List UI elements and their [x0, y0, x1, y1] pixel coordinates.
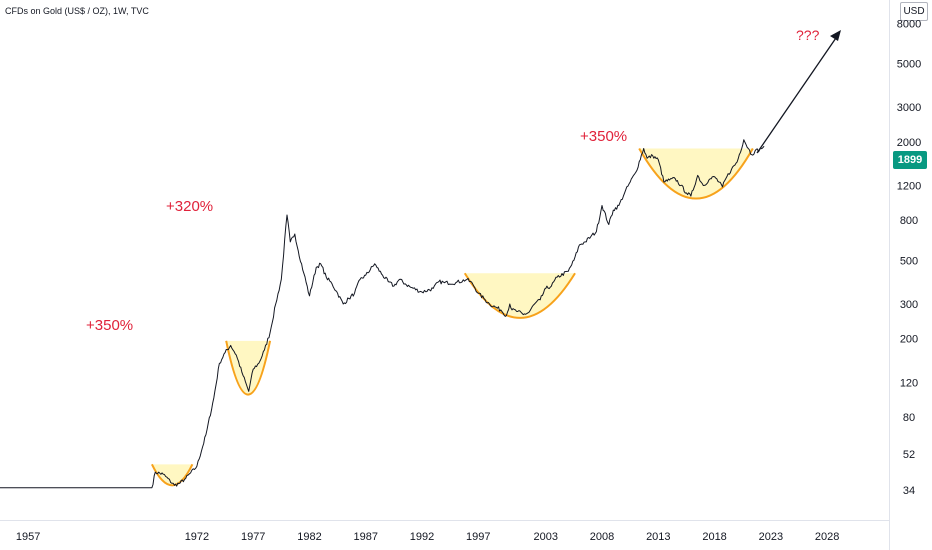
x-tick-label: 1997 — [466, 531, 490, 543]
currency-button[interactable]: USD — [900, 2, 928, 21]
x-tick-label: 2013 — [646, 531, 670, 543]
y-tick-label: 8000 — [897, 18, 921, 30]
y-tick-label: 5000 — [897, 58, 921, 70]
x-tick-label: 2023 — [759, 531, 783, 543]
y-tick-label: 34 — [903, 485, 915, 497]
x-tick-label: 1977 — [241, 531, 265, 543]
projection-arrow-line — [756, 34, 839, 154]
y-tick-label: 1200 — [897, 180, 921, 192]
x-tick-label: 2003 — [534, 531, 558, 543]
cup-curve-2 — [225, 340, 272, 396]
x-tick-label: 1992 — [410, 531, 434, 543]
y-tick-label: 200 — [900, 334, 918, 346]
cup-formations — [151, 147, 754, 487]
x-tick-label: 1957 — [16, 531, 40, 543]
projection-arrow — [756, 30, 841, 154]
chart-title: CFDs on Gold (US$ / OZ), 1W, TVC — [5, 6, 149, 16]
x-tick-label: 2018 — [702, 531, 726, 543]
annotation-1980: +320% — [166, 198, 213, 215]
annotation-1974: +350% — [86, 317, 133, 334]
y-axis-ticks: 34 52 80 120 200 300 500 800 1200 2000 3000 5000 800… — [897, 18, 921, 497]
price-line — [0, 139, 765, 489]
arrowhead-icon — [830, 30, 841, 41]
cup-curve-1 — [151, 463, 194, 487]
y-tick-label: 800 — [900, 215, 918, 227]
y-tick-label: 300 — [900, 299, 918, 311]
x-tick-label: 2008 — [590, 531, 614, 543]
y-tick-label: 52 — [903, 449, 915, 461]
cup-curve-4 — [638, 147, 754, 200]
x-tick-label: 2028 — [815, 531, 839, 543]
last-price-badge: 1899 — [893, 151, 927, 169]
y-tick-label: 2000 — [897, 137, 921, 149]
x-tick-label: 1987 — [353, 531, 377, 543]
x-axis-ticks: 1957 1972 1977 1982 1987 1992 1997 2003 2008 2013… — [16, 531, 839, 543]
x-tick-label: 1982 — [297, 531, 321, 543]
annotation-2011: +350% — [580, 128, 627, 145]
x-tick-label: 1972 — [185, 531, 209, 543]
y-tick-label: 120 — [900, 377, 918, 389]
y-tick-label: 80 — [903, 412, 915, 424]
cup-curve-3 — [463, 272, 576, 319]
annotation-question: ??? — [796, 27, 820, 43]
price-series — [0, 139, 765, 489]
annotations: +350% +320% +350% ??? — [86, 27, 820, 334]
y-tick-label: 500 — [900, 255, 918, 267]
y-tick-label: 3000 — [897, 102, 921, 114]
